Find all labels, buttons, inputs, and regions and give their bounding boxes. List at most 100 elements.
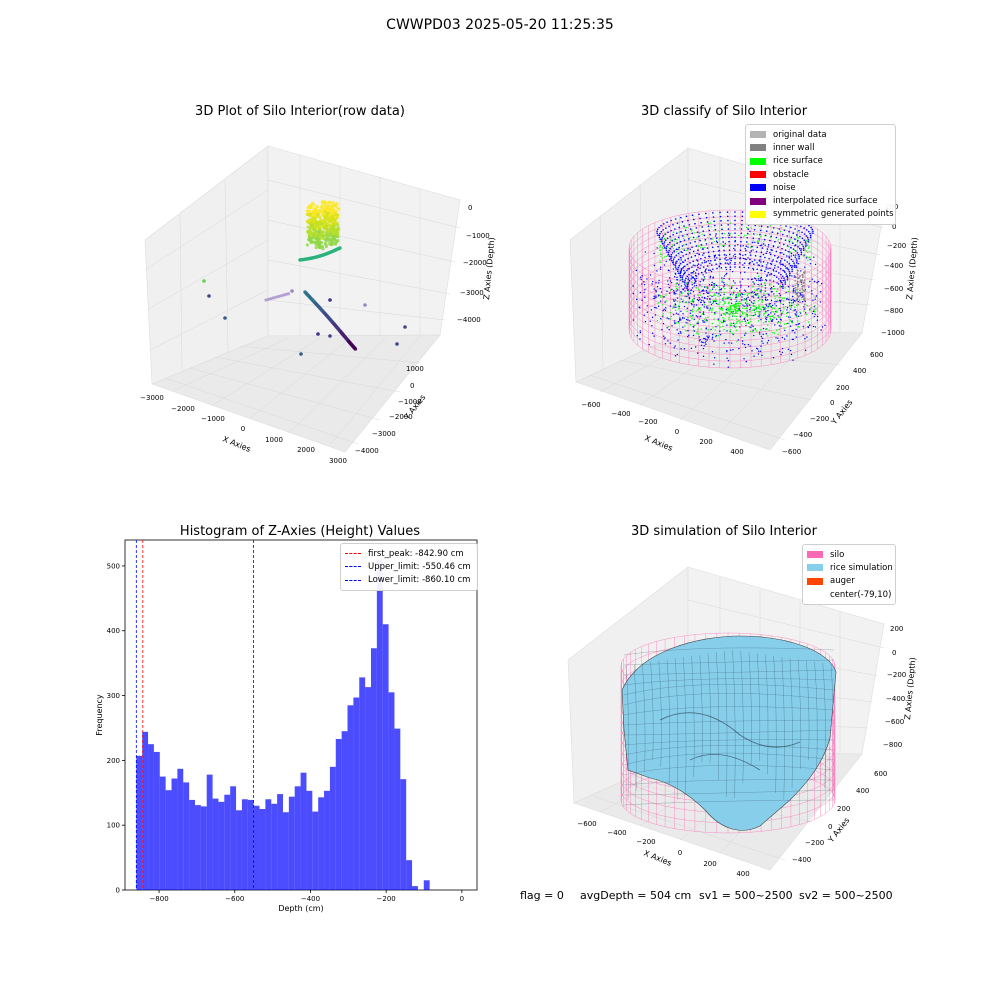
raw-point (403, 325, 407, 329)
raw-point (309, 239, 313, 243)
classify-point (797, 291, 800, 294)
classify-point (786, 277, 789, 279)
classify-point (756, 293, 758, 295)
classify-point (722, 316, 724, 319)
raw-point (318, 237, 322, 241)
raw-point (319, 307, 323, 312)
raw-point (335, 214, 339, 218)
classify-point (734, 263, 736, 266)
classify-point (679, 301, 681, 303)
hist-y-axis-label: Frequency (95, 694, 104, 736)
classify-point (772, 245, 775, 247)
classify-point (786, 245, 789, 247)
classify-point (703, 252, 705, 255)
classify-point (795, 299, 797, 302)
hist-bar (312, 811, 319, 890)
classify-point (789, 325, 792, 327)
classify-point (781, 336, 784, 339)
classify-point (713, 256, 716, 258)
classify-point (651, 283, 653, 285)
classify-point (677, 258, 680, 261)
classify-point (673, 291, 675, 294)
classify-point (670, 255, 672, 258)
classify-point (696, 332, 698, 335)
raw-point (335, 205, 339, 210)
classify-point (752, 330, 754, 333)
classify-point (792, 299, 794, 301)
classify-point (696, 231, 699, 233)
classify-point (677, 268, 679, 271)
raw-point (308, 237, 313, 241)
classify-point (671, 244, 674, 246)
classify-point (804, 246, 806, 248)
classify-point (799, 275, 801, 278)
classify-point (709, 307, 712, 309)
classify-point (767, 335, 769, 337)
classify-point (682, 280, 684, 283)
classify-point (729, 244, 731, 246)
raw-point (316, 222, 320, 226)
classify-point (727, 228, 730, 230)
classify-point (639, 330, 641, 332)
raw-point (329, 204, 333, 208)
silo-ring (620, 663, 836, 731)
classify-point (770, 320, 773, 322)
classify-point (743, 266, 745, 269)
rice-mesh-line (822, 663, 826, 789)
footer-flag: flag = 0 (520, 889, 564, 902)
classify-point (807, 256, 809, 258)
classify-point (801, 279, 804, 281)
raw-point (330, 238, 334, 242)
classify-point (696, 236, 698, 238)
raw-point (331, 204, 336, 208)
raw-point (333, 228, 337, 232)
classify-point (710, 226, 712, 228)
classify-point (699, 307, 701, 309)
classify-point (788, 255, 790, 258)
classify-point (780, 302, 782, 305)
classify-point (671, 249, 673, 251)
classify-point (821, 282, 823, 285)
classify-point (805, 240, 807, 242)
raw-point (311, 240, 315, 244)
classify-point (764, 287, 767, 289)
classify-point (763, 309, 765, 311)
raw-point (323, 226, 327, 230)
raw-point (323, 241, 327, 245)
raw-point (317, 245, 322, 250)
classify-point (761, 299, 764, 301)
classify-point (800, 270, 802, 272)
classify-point (682, 261, 685, 263)
classify-point (771, 304, 774, 307)
classify-point (729, 308, 731, 311)
raw-point (325, 232, 329, 236)
raw-point (321, 212, 325, 216)
classify-point (785, 323, 788, 325)
raw-point (314, 224, 318, 228)
classify-point (712, 286, 714, 288)
classify-point (692, 300, 694, 302)
classify-point (723, 253, 726, 256)
classify-point (674, 228, 676, 230)
classify-point (815, 307, 817, 310)
classify-point (696, 322, 698, 325)
raw-point (334, 234, 338, 239)
classify-point (764, 235, 766, 237)
classify-point (717, 319, 720, 322)
raw-point (333, 203, 338, 207)
classify-point (791, 330, 793, 332)
classify-point (667, 251, 670, 254)
classify-point (682, 255, 684, 257)
classify-point (711, 288, 714, 290)
classify-point (691, 281, 693, 283)
raw-point (325, 218, 330, 222)
classify-point (756, 307, 758, 309)
classify-point (675, 287, 678, 290)
classify-point (781, 257, 783, 260)
classify-point (748, 299, 751, 302)
classify-point (658, 226, 660, 229)
classify-point (744, 290, 747, 292)
raw-point (311, 211, 315, 215)
classify-point (674, 273, 677, 275)
raw-point (317, 305, 322, 310)
